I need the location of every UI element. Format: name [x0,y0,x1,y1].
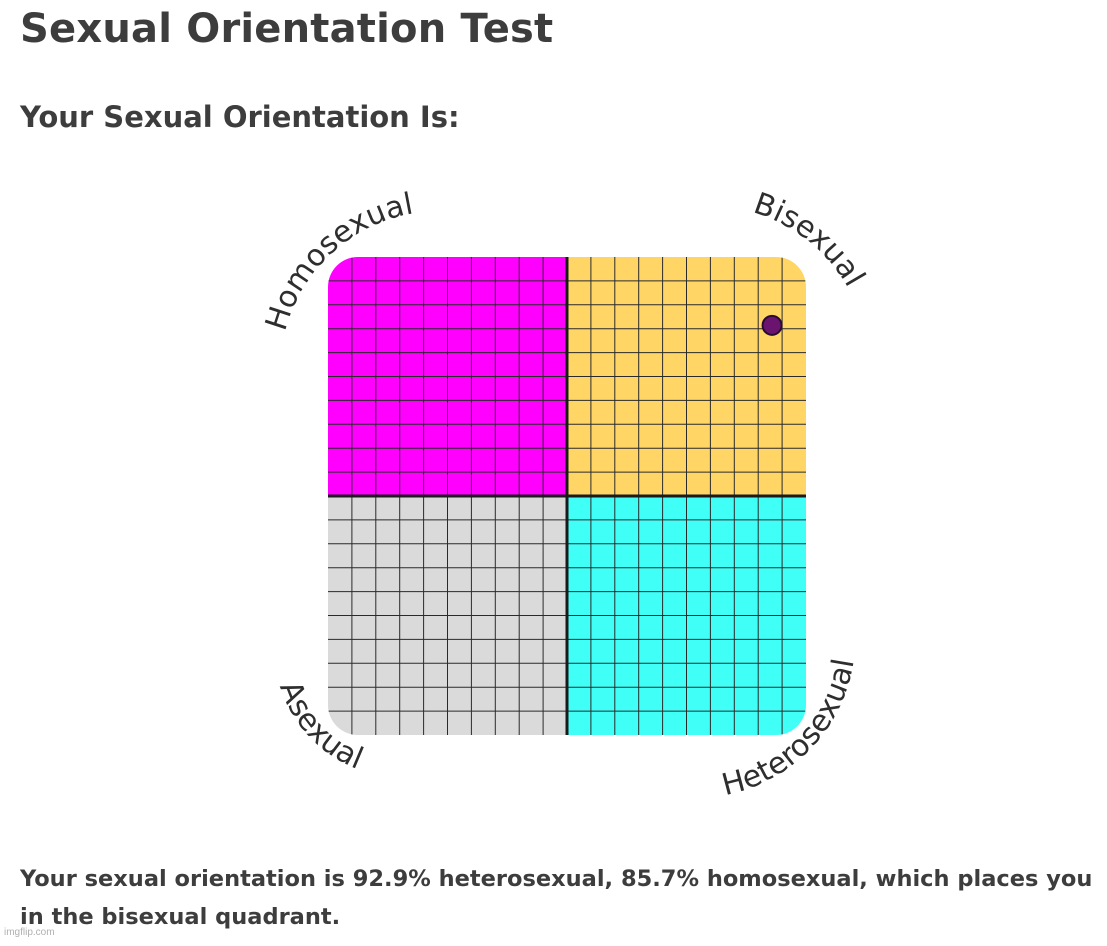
result-summary: Your sexual orientation is 92.9% heteros… [20,866,1093,930]
result-marker [761,314,783,336]
watermark: imgflip.com [4,927,55,938]
result-heading: Your Sexual Orientation Is: [20,100,460,134]
page-title: Sexual Orientation Test [20,6,554,52]
